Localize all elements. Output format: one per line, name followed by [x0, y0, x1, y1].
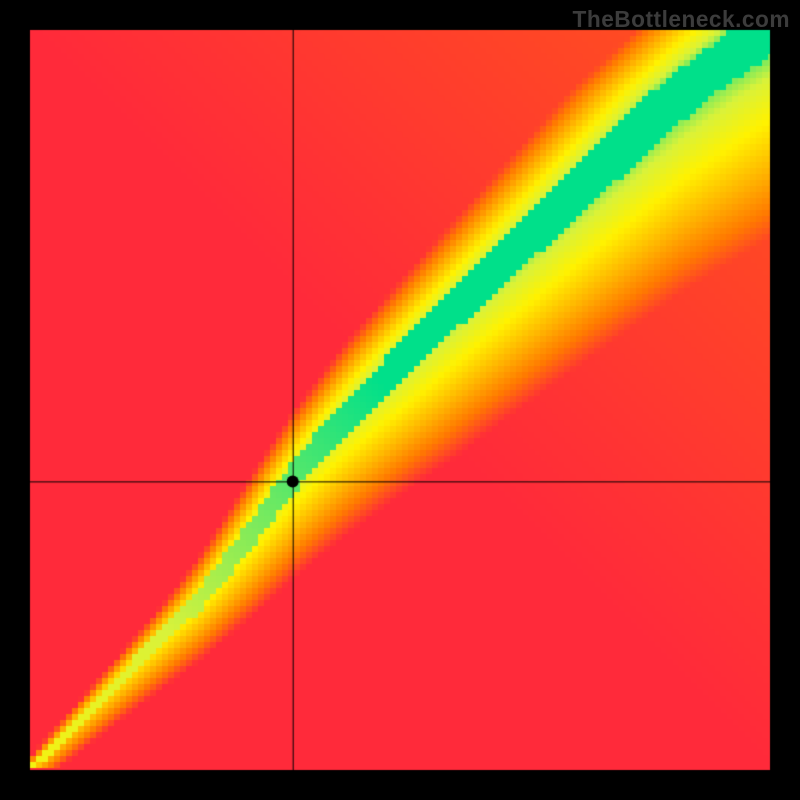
bottleneck-heatmap	[0, 0, 800, 800]
chart-container: TheBottleneck.com	[0, 0, 800, 800]
watermark-text: TheBottleneck.com	[573, 6, 790, 33]
